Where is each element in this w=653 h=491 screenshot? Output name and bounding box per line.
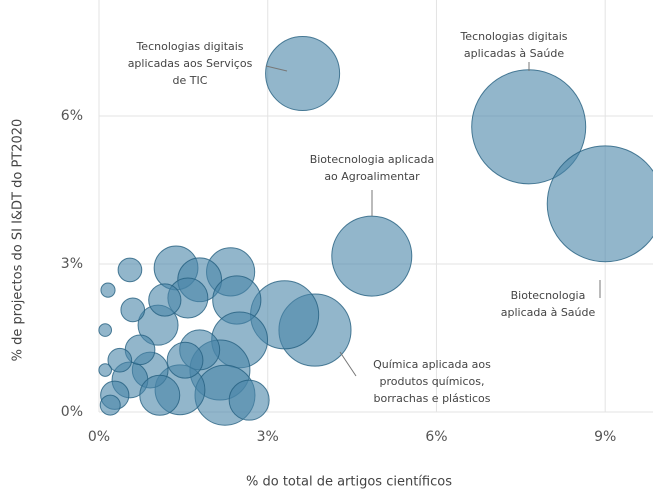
annotation: aplicadas aos Serviços: [128, 57, 253, 70]
annotation-leader: [265, 65, 288, 72]
annotation: produtos químicos,: [379, 375, 484, 388]
annotation: de TIC: [173, 74, 208, 87]
annotation-leader: [339, 351, 357, 377]
bubble: [331, 215, 413, 297]
x-tick-label: 9%: [594, 429, 616, 445]
annotation: aplicadas à Saúde: [464, 47, 564, 60]
bubble: [107, 347, 133, 373]
bubble: [265, 36, 341, 112]
annotation: Química aplicada aos: [373, 358, 491, 371]
bubble: [228, 379, 270, 421]
x-tick-label: 6%: [425, 429, 447, 445]
y-tick-label: 6%: [61, 108, 83, 124]
y-axis-label: % de projectos do SI I&DT do PT2020: [11, 119, 26, 362]
annotation: aplicada à Saúde: [501, 306, 596, 319]
bubble: [120, 297, 146, 323]
y-tick-label: 3%: [61, 256, 83, 272]
x-tick-label: 0%: [88, 429, 110, 445]
y-tick-label: 0%: [61, 404, 83, 420]
bubble: [148, 283, 182, 317]
bubble: [99, 394, 121, 416]
annotation: Tecnologias digitais: [459, 30, 567, 43]
bubble: [139, 374, 181, 416]
bubble: [546, 145, 653, 263]
bubble: [166, 341, 204, 379]
annotation: ao Agroalimentar: [324, 170, 420, 183]
x-tick-label: 3%: [257, 429, 279, 445]
annotation: Biotecnologia: [511, 289, 586, 302]
bubble: [98, 323, 113, 337]
annotation: Tecnologias digitais: [135, 40, 243, 53]
annotation: borrachas e plásticos: [374, 392, 491, 405]
bubble: [98, 363, 113, 377]
bubble: [100, 282, 116, 298]
bubble: [117, 257, 143, 283]
x-axis-label: % do total de artigos científicos: [246, 475, 452, 490]
annotation: Biotecnologia aplicada: [310, 153, 435, 166]
